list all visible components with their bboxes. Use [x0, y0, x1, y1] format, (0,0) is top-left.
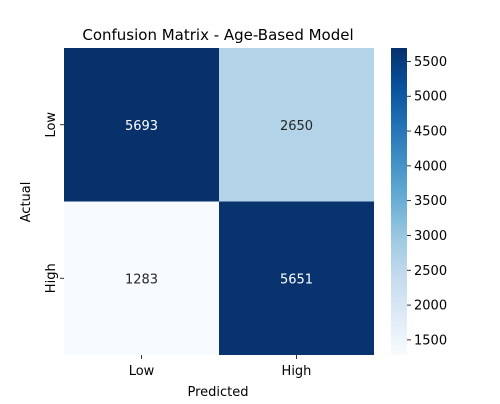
cell-value-label: 5651: [280, 272, 313, 287]
colorbar-tick-label: 2500: [414, 264, 447, 279]
heatmap-cell-labels: 5693 2650 1283 5651: [125, 119, 313, 288]
cell-value-label: 5693: [125, 119, 158, 134]
cell-value-label: 2650: [280, 119, 313, 134]
colorbar-tick-label: 3500: [414, 194, 447, 209]
colorbar-tick-label: 4500: [414, 125, 447, 140]
heatmap-cell: [64, 48, 219, 202]
colorbar-ticks: 1500 2000 2500 3000 3500 4000 4500 5000 5500: [407, 55, 447, 348]
y-axis-label: Actual: [19, 182, 34, 223]
x-tick-label: High: [282, 364, 312, 379]
colorbar-tick-label: 5500: [414, 55, 447, 70]
heatmap-cell: [219, 201, 374, 355]
x-tick-label: Low: [129, 364, 155, 379]
y-tick-label: High: [44, 263, 59, 293]
y-axis-ticks: Low High: [44, 112, 64, 293]
x-axis-ticks: Low High: [129, 355, 312, 379]
heatmap-cell: [64, 201, 219, 355]
heatmap-cell: [219, 48, 374, 202]
chart-title: Confusion Matrix - Age-Based Model: [82, 26, 353, 44]
colorbar-tick-label: 3000: [414, 229, 447, 244]
colorbar-tick-label: 5000: [414, 90, 447, 105]
colorbar-tick-label: 1500: [414, 333, 447, 348]
colorbar-tick-label: 4000: [414, 159, 447, 174]
y-tick-label: Low: [44, 112, 59, 138]
x-axis-label: Predicted: [187, 385, 248, 400]
heatmap-cells: [64, 48, 374, 355]
colorbar: [391, 48, 407, 355]
colorbar-tick-label: 2000: [414, 299, 447, 314]
cell-value-label: 1283: [125, 272, 158, 287]
